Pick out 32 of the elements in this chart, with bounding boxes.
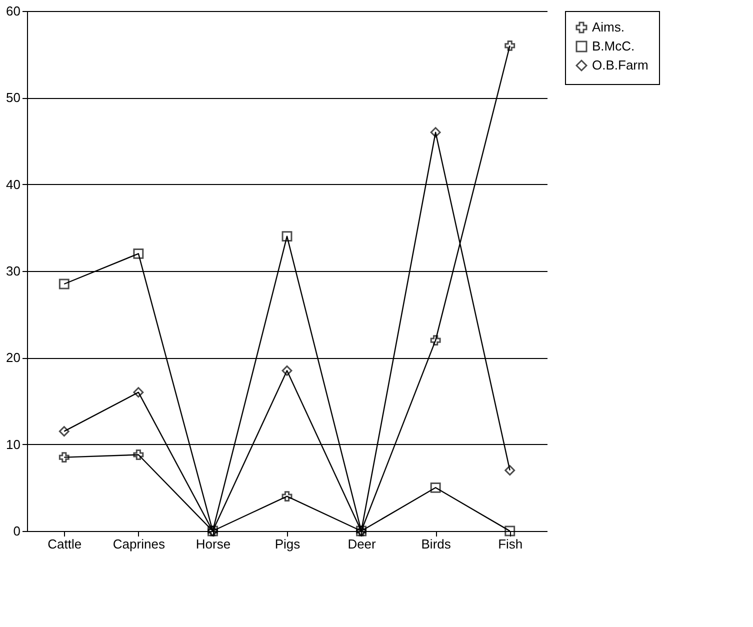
x-tick-label: Birds (421, 536, 452, 552)
x-tick-label: Horse (196, 536, 231, 552)
point (430, 335, 441, 346)
x-tick-label: Deer (348, 536, 377, 552)
x-tick-label: Cattle (48, 536, 82, 552)
x-tick-label: Caprines (112, 536, 166, 552)
legend-label: Aims. (592, 20, 624, 34)
legend-label: B.McC. (592, 38, 635, 54)
y-tick-label: 40 (6, 176, 20, 192)
point (282, 231, 292, 242)
point (504, 40, 516, 51)
point (133, 450, 144, 460)
point (58, 278, 70, 290)
y-tick-label: 50 (6, 90, 20, 106)
y-tick-label: 30 (6, 264, 20, 278)
point (504, 526, 516, 536)
legend-label: O.B.Farm (592, 58, 648, 72)
point (430, 482, 441, 493)
point (282, 365, 292, 376)
y-tick-label: 20 (6, 350, 20, 366)
point (504, 465, 516, 476)
x-tick-label: Pigs (274, 536, 301, 552)
y-tick-label: 0 (13, 524, 20, 538)
point (58, 426, 70, 437)
point (430, 127, 441, 138)
y-tick-label: 10 (6, 436, 20, 452)
point (133, 387, 144, 398)
point (282, 491, 292, 502)
point (133, 248, 144, 259)
x-tick-label: Fish (498, 536, 523, 552)
point (58, 452, 70, 463)
y-tick-label: 60 (6, 4, 20, 18)
